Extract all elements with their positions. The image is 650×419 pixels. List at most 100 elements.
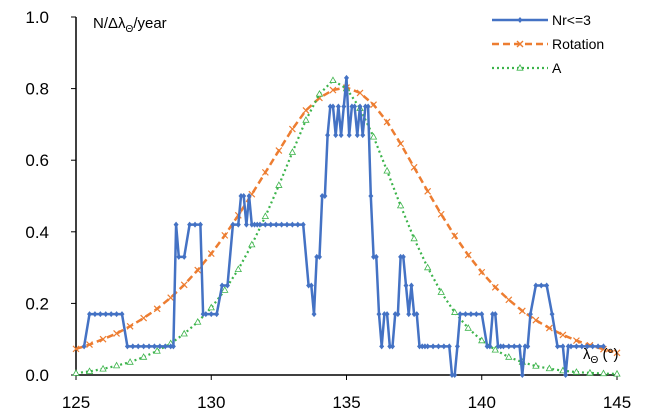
data-point — [410, 234, 418, 242]
data-point — [492, 311, 498, 318]
data-point — [85, 367, 94, 375]
data-point — [406, 311, 412, 318]
data-point — [203, 311, 209, 318]
data-point — [384, 311, 390, 318]
data-point — [373, 253, 379, 260]
data-point — [86, 341, 93, 348]
data-point — [319, 193, 325, 199]
data-point — [207, 250, 215, 258]
legend-marker — [516, 40, 524, 48]
data-point — [613, 349, 621, 357]
data-point — [157, 343, 163, 350]
data-point — [335, 103, 341, 110]
data-point — [254, 221, 260, 228]
data-point — [500, 343, 506, 350]
data-point — [381, 311, 387, 318]
data-point — [246, 193, 252, 199]
legend-marker — [516, 63, 524, 71]
data-point — [330, 103, 336, 110]
data-point — [457, 311, 463, 318]
x-tick-label: 130 — [197, 393, 225, 412]
data-point — [140, 314, 148, 322]
data-point — [97, 311, 103, 318]
data-point — [153, 346, 161, 354]
data-point — [468, 311, 474, 318]
data-point — [525, 343, 531, 350]
data-point — [314, 253, 320, 260]
data-point — [235, 221, 241, 228]
data-point — [219, 282, 225, 289]
data-point — [302, 107, 310, 114]
data-point — [532, 316, 540, 324]
data-point — [81, 343, 87, 350]
data-point — [414, 311, 420, 318]
data-point — [544, 282, 550, 289]
x-tick-label: 125 — [62, 393, 90, 412]
data-point — [275, 181, 283, 188]
data-point — [600, 343, 606, 350]
data-point — [505, 296, 513, 304]
y-tick-label: 0.8 — [25, 80, 49, 99]
data-point — [112, 361, 121, 369]
data-point — [376, 311, 382, 318]
x-tick-label: 135 — [332, 393, 360, 412]
data-point — [533, 282, 539, 289]
data-point — [491, 345, 499, 353]
data-point — [532, 362, 540, 369]
data-point — [505, 353, 513, 360]
data-point — [333, 132, 339, 139]
data-point — [252, 221, 258, 228]
data-point — [560, 343, 566, 350]
data-point — [168, 343, 174, 350]
data-point — [398, 253, 404, 260]
data-point — [268, 221, 274, 228]
data-point — [284, 221, 290, 228]
data-point — [452, 372, 458, 378]
data-point — [192, 221, 198, 228]
data-point — [167, 294, 175, 302]
data-point — [563, 372, 569, 378]
legend-label: Rotation — [552, 36, 604, 52]
data-point — [354, 132, 360, 139]
data-point — [568, 343, 574, 350]
data-point — [113, 330, 120, 337]
data-point — [506, 343, 512, 350]
data-point — [126, 358, 134, 365]
data-point — [349, 103, 355, 110]
x-axis-title: λΘ (°) — [583, 346, 618, 366]
data-point — [352, 103, 358, 110]
data-point — [490, 311, 496, 318]
data-point — [495, 343, 501, 350]
data-point — [322, 193, 328, 199]
data-point — [545, 324, 553, 332]
data-point — [396, 201, 405, 209]
data-point — [379, 343, 385, 350]
data-point — [273, 221, 279, 228]
data-point — [315, 89, 324, 97]
data-point — [214, 311, 220, 318]
data-point — [463, 311, 469, 318]
data-point — [362, 103, 368, 110]
series-line-Rotation — [75, 86, 618, 355]
data-point — [424, 187, 432, 195]
y-tick-label: 0.4 — [25, 223, 49, 242]
data-point — [590, 343, 596, 350]
data-point — [449, 372, 455, 378]
x-tick-label: 145 — [603, 393, 631, 412]
data-point — [187, 221, 193, 228]
data-point — [573, 337, 580, 345]
data-point — [383, 118, 391, 126]
data-point — [344, 74, 349, 81]
data-point — [411, 311, 417, 318]
data-point — [288, 148, 297, 155]
legend-label: Nr<=3 — [552, 12, 591, 28]
data-point — [248, 240, 256, 248]
data-point — [595, 343, 601, 350]
data-point — [464, 324, 472, 331]
legend: Nr<=3 Rotation A — [492, 12, 604, 76]
axes: 125 130 135 140 145 0.0 0.2 0.4 0.6 0.8 1.0 — [25, 8, 631, 412]
data-point — [408, 282, 414, 289]
data-point — [392, 311, 398, 318]
data-point — [357, 103, 363, 110]
data-point — [484, 343, 490, 350]
